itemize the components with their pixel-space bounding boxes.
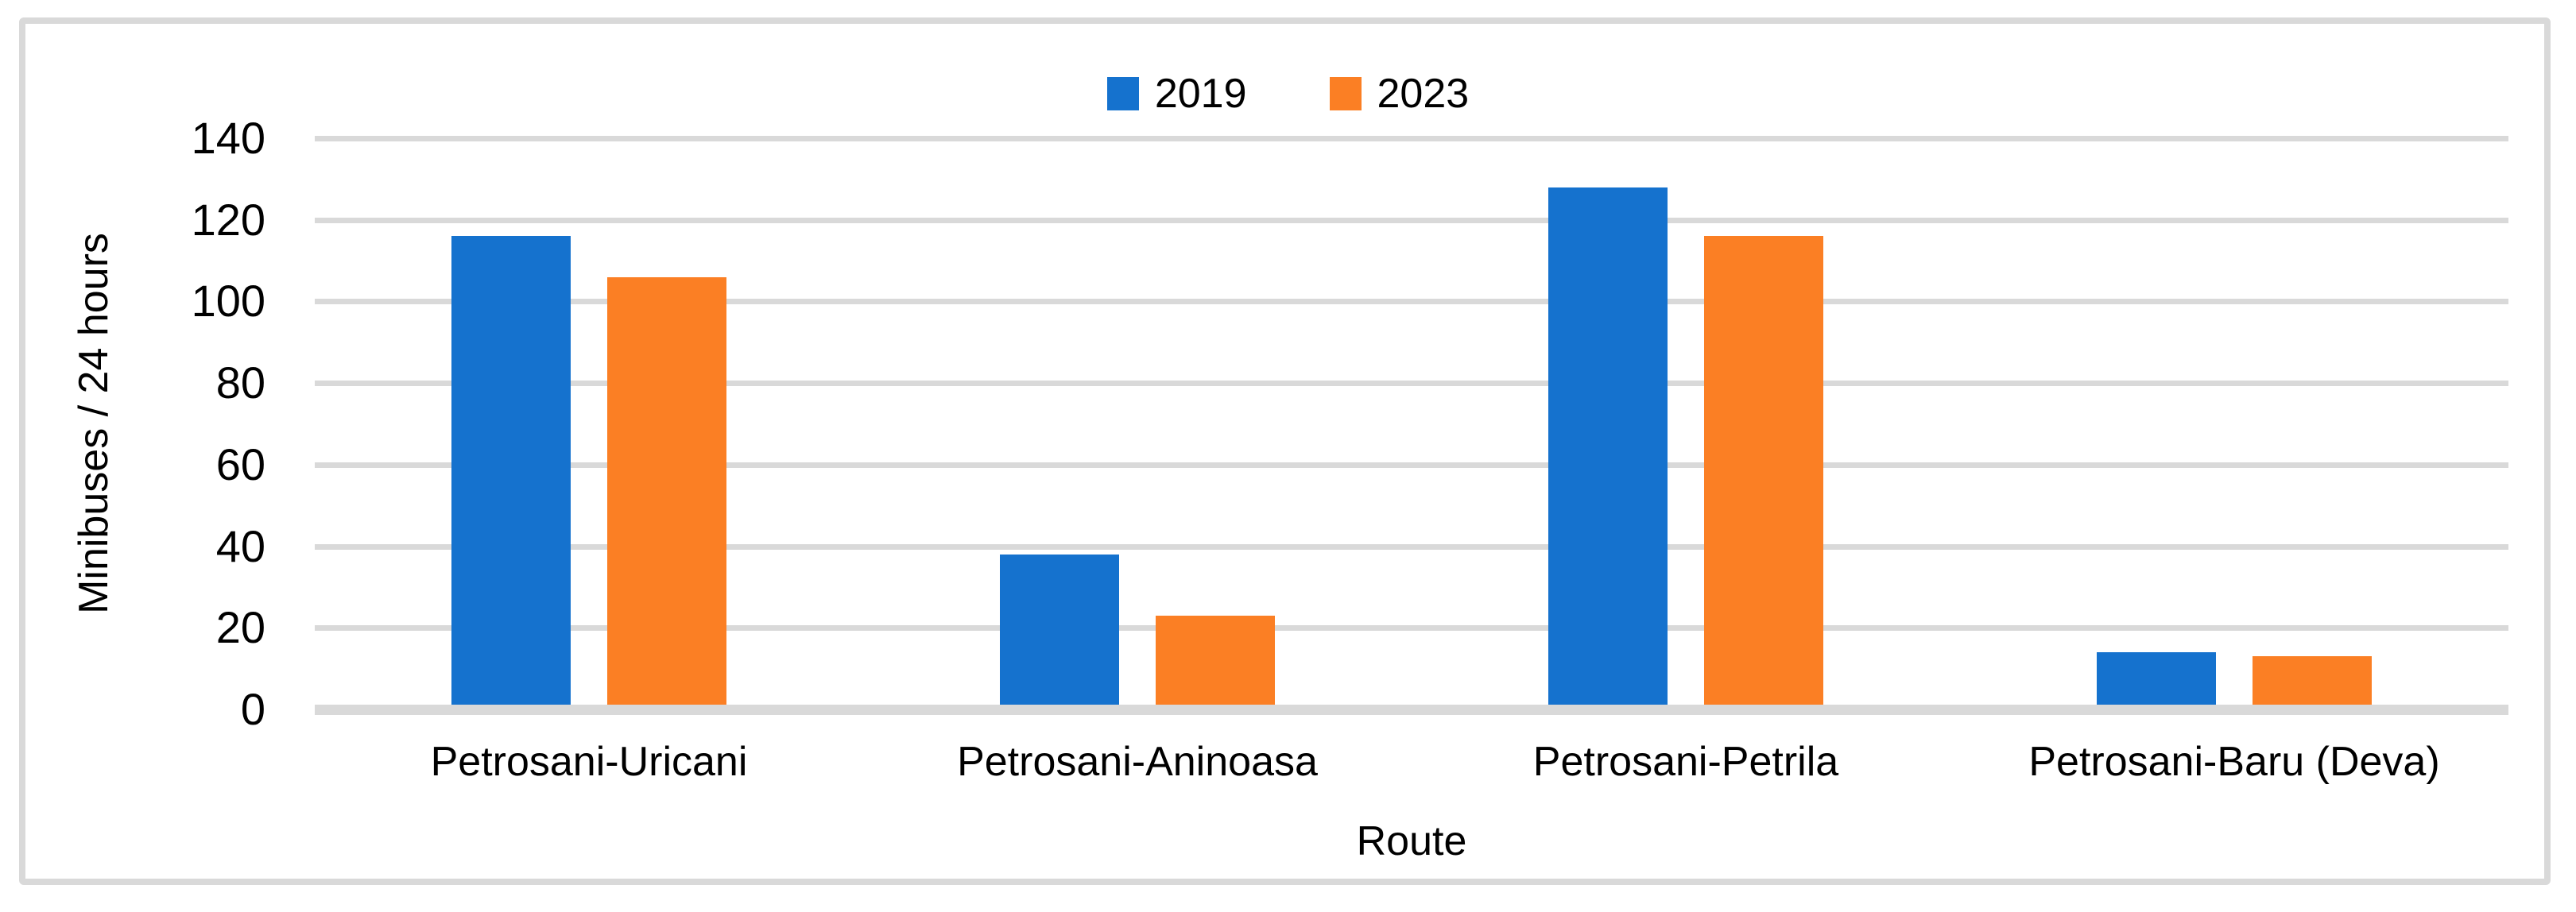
x-axis-title: Route [1356, 818, 1467, 864]
legend-label-2019: 2019 [1154, 71, 1247, 117]
legend-item-2019: 2019 [1106, 71, 1247, 117]
legend-label-2023: 2023 [1377, 71, 1470, 117]
category-label-petrosani-uricani: Petrosani-Uricani [430, 739, 748, 785]
y-tick-label-100: 100 [191, 276, 265, 327]
legend: 2019 2023 [0, 73, 2576, 114]
plot-area: 0 20 40 60 80 100 120 140 [192, 114, 2508, 734]
bar-2023-petrosani-baru-deva [2253, 656, 2372, 709]
bar-2023-petrosani-uricani [607, 276, 726, 709]
bar-group-petrosani-aninoasa [863, 138, 1412, 709]
bar-group-petrosani-baru-deva [1960, 138, 2508, 709]
gridline-40 [315, 543, 2508, 550]
bar-2019-petrosani-aninoasa [1000, 554, 1119, 709]
y-tick-label-80: 80 [215, 357, 265, 408]
bar-2023-petrosani-petrila [1704, 236, 1823, 709]
gridline-20 [315, 625, 2508, 632]
y-tick-label-40: 40 [215, 520, 265, 571]
y-tick-label-20: 20 [215, 602, 265, 653]
legend-swatch-2023 [1329, 77, 1362, 110]
gridline-80 [315, 381, 2508, 387]
x-axis-line [315, 705, 2508, 715]
y-tick-label-60: 60 [215, 439, 265, 489]
legend-item-2023: 2023 [1329, 71, 1470, 117]
gridline-140 [315, 136, 2508, 141]
category-label-petrosani-petrila: Petrosani-Petrila [1532, 739, 1839, 785]
y-tick-label-140: 140 [191, 113, 265, 163]
bar-2019-petrosani-uricani [451, 236, 571, 709]
y-tick-label-120: 120 [191, 194, 265, 245]
bar-group-petrosani-uricani [315, 138, 863, 709]
bar-groups [315, 138, 2508, 709]
y-tick-label-0: 0 [240, 684, 265, 734]
gridline-120 [315, 217, 2508, 223]
bar-2023-petrosani-aninoasa [1156, 615, 1275, 709]
bar-2019-petrosani-petrila [1548, 187, 1668, 709]
x-axis-labels: Petrosani-Uricani Petrosani-Aninoasa Petro… [315, 737, 2508, 786]
category-label-petrosani-baru-deva: Petrosani-Baru (Deva) [2028, 739, 2440, 785]
gridline-100 [315, 299, 2508, 305]
legend-swatch-2019 [1106, 77, 1139, 110]
bar-group-petrosani-petrila [1412, 138, 1960, 709]
bar-2019-petrosani-baru-deva [2097, 652, 2216, 709]
chart-frame [19, 17, 2551, 885]
gridline-60 [315, 462, 2508, 468]
category-label-petrosani-aninoasa: Petrosani-Aninoasa [957, 739, 1318, 785]
